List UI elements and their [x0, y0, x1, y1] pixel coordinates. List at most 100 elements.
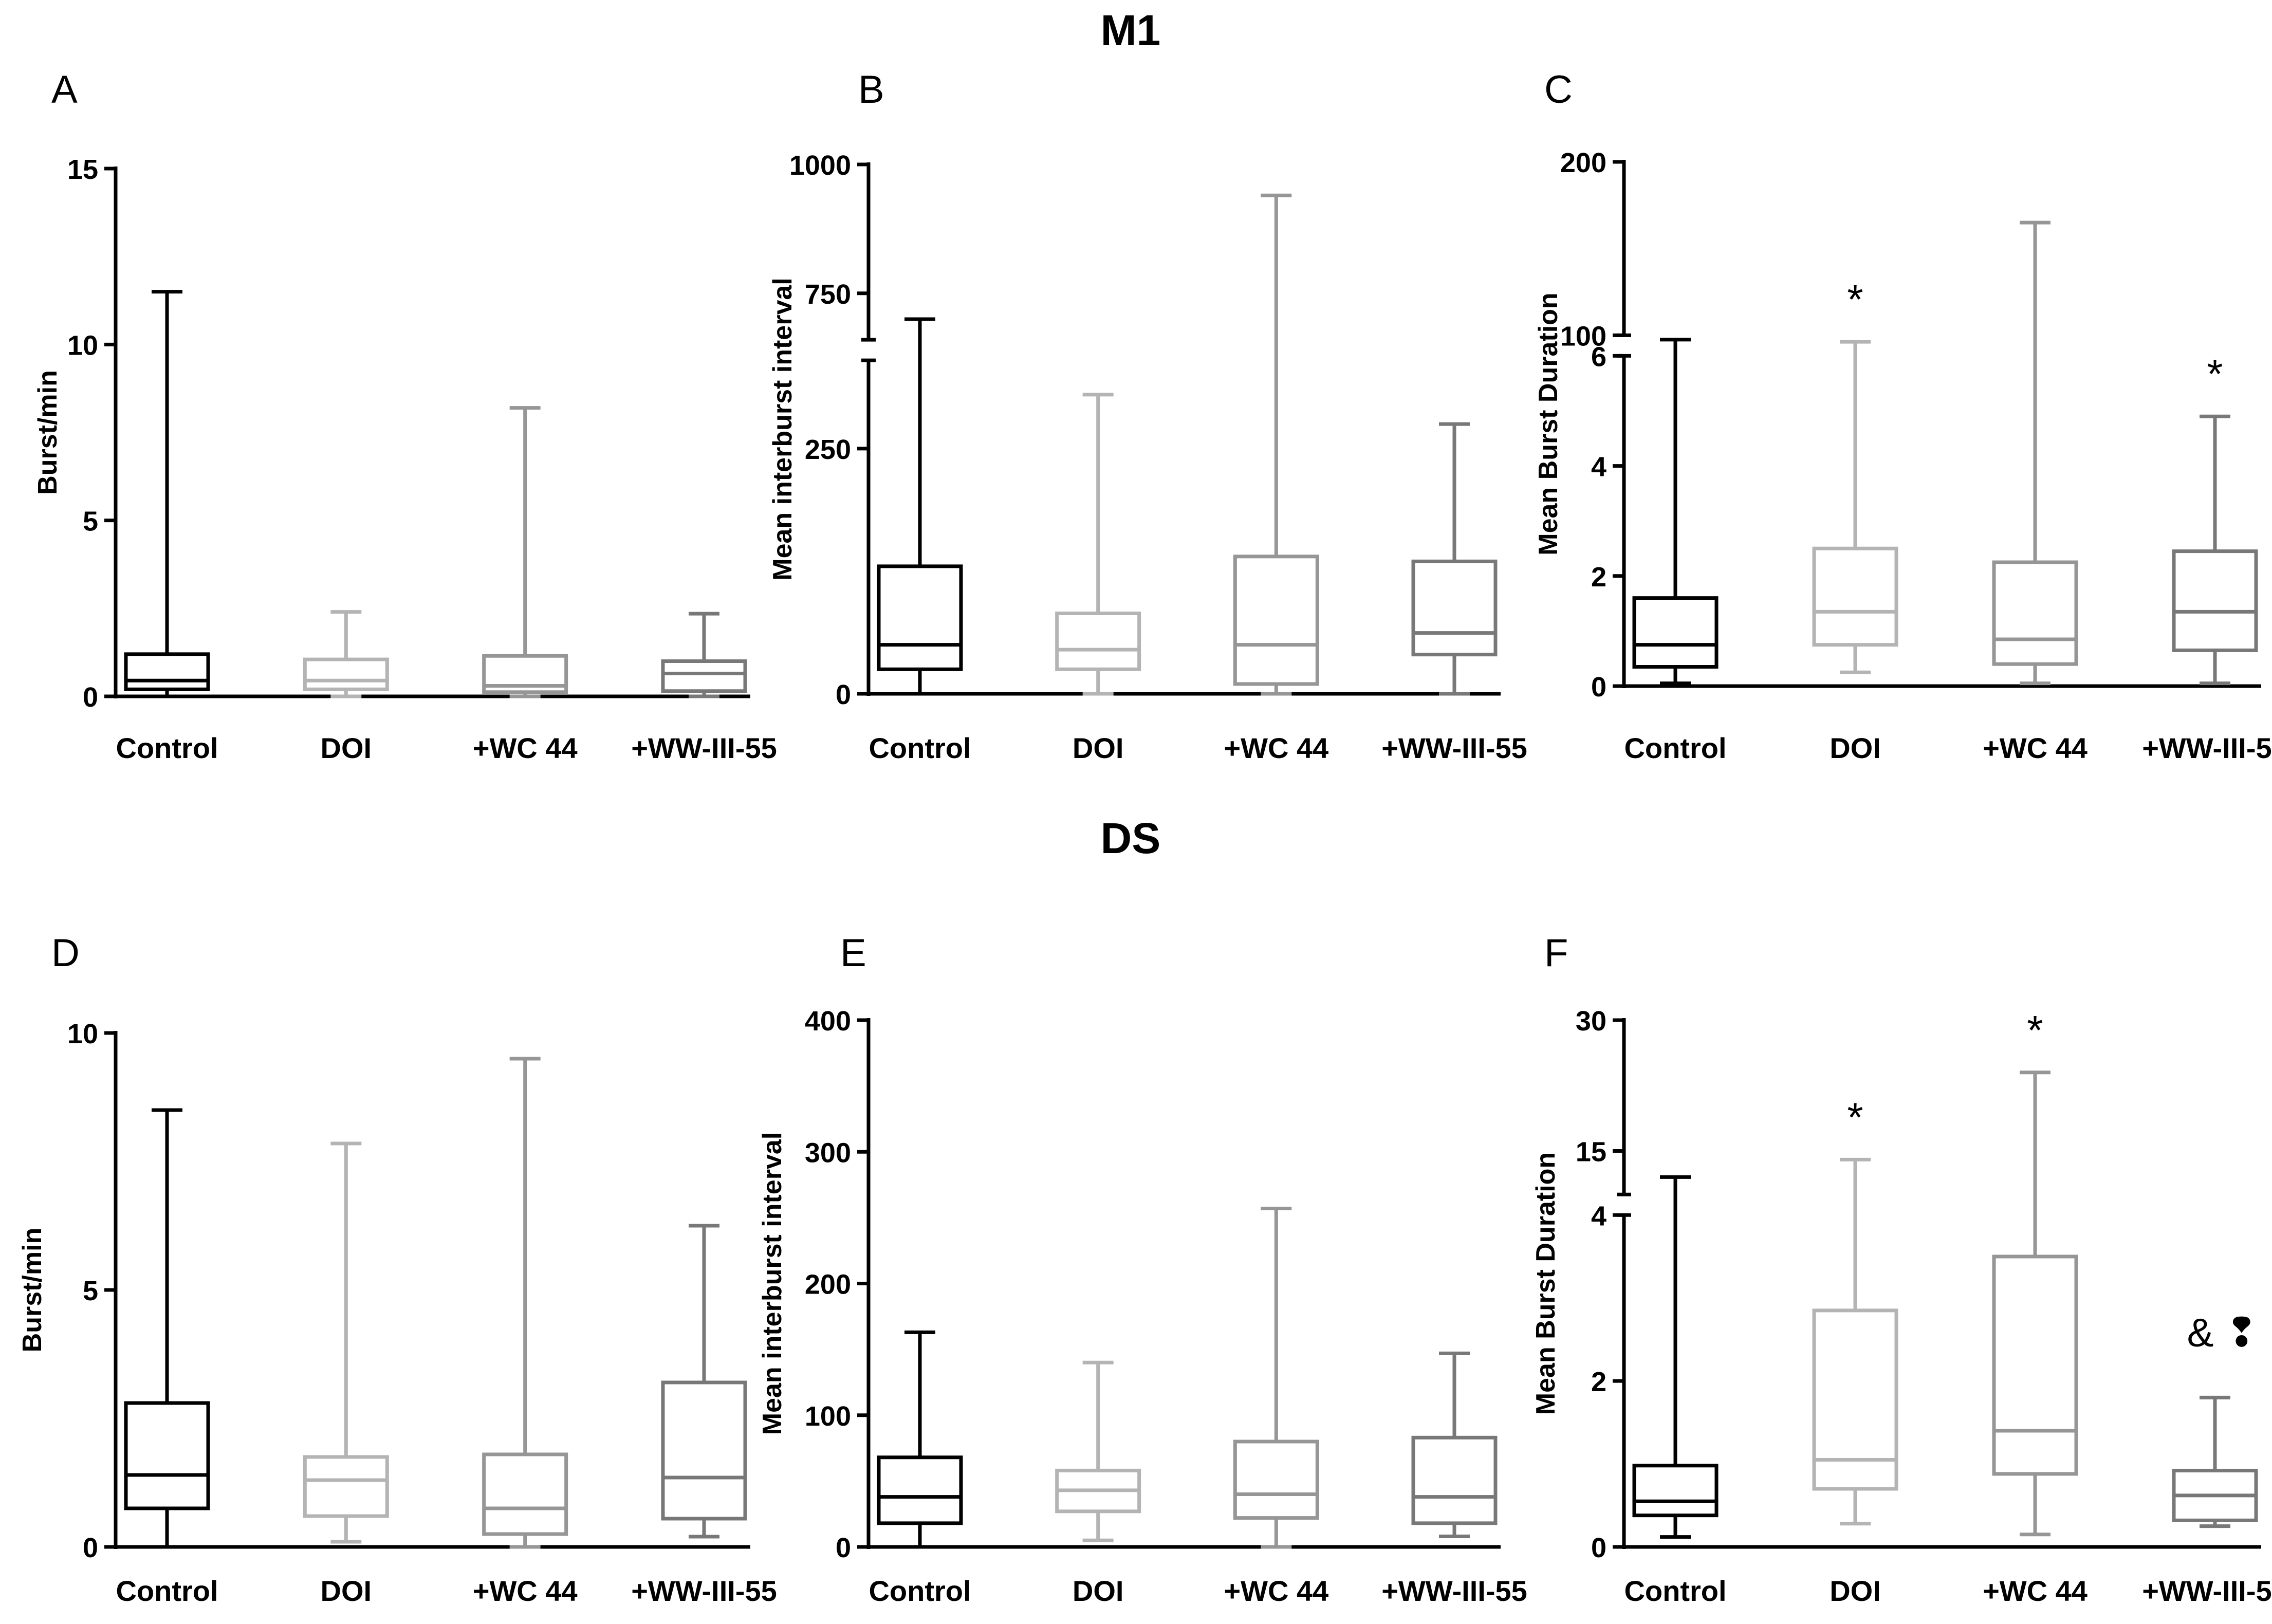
y-tick-label: 10: [67, 330, 98, 361]
y-tick-label: 2: [1591, 562, 1606, 593]
box-control: [877, 1330, 963, 1549]
y-tick-label: 200: [805, 1269, 851, 1300]
x-tick-label: Control: [116, 732, 218, 764]
panel-letter: D: [51, 931, 80, 975]
x-tick-label: +WW-III-55: [631, 1575, 777, 1607]
y-tick-label: 400: [805, 1006, 851, 1037]
x-tick-label: +WW-III-55: [1381, 1575, 1527, 1607]
x-tick-label: Control: [1624, 732, 1726, 764]
y-axis-label: Mean Burst Duration: [1531, 1152, 1561, 1415]
y-tick-label: 250: [805, 434, 851, 465]
x-tick-label: DOI: [321, 732, 372, 764]
x-tick-label: DOI: [1073, 1575, 1124, 1607]
x-tick-label: +WW-III-55: [2142, 732, 2272, 764]
panel-letter: C: [1544, 68, 1573, 112]
box-iqr: [1632, 596, 1719, 669]
box-iqr: [877, 564, 963, 671]
x-tick-label: Control: [869, 732, 971, 764]
box-iqr: [1233, 1440, 1319, 1520]
y-tick-label: 100: [805, 1401, 851, 1432]
y-tick-label: 200: [1560, 147, 1606, 178]
y-tick-label: 0: [1591, 1533, 1606, 1563]
y-tick-label: 1000: [789, 150, 851, 181]
x-tick-label: Control: [869, 1575, 971, 1607]
y-axis-label: Mean interburst interval: [768, 278, 798, 580]
panel-d: D 0 5 10 Burst/min Control DOI +WC 44 +WW-III-55: [17, 931, 777, 1607]
panel-b: B 0 250 750 1000 Mean interburst interval Cont…: [768, 68, 1527, 764]
x-tick-label: DOI: [321, 1575, 372, 1607]
x-tick-label: +WW-III-55: [1381, 732, 1527, 764]
x-tick-label: Control: [116, 1575, 218, 1607]
y-axis-label: Burst/min: [17, 1228, 47, 1353]
box-iqr: [482, 1452, 568, 1536]
y-tick-label: 5: [83, 1276, 98, 1306]
box-iqr: [1055, 612, 1141, 671]
box-iqr: [1411, 1435, 1498, 1525]
box-ww-iii-55: [2172, 414, 2258, 686]
box-doi: [1055, 1360, 1141, 1542]
x-tick-label: DOI: [1830, 1575, 1881, 1607]
y-tick-label: 300: [805, 1137, 851, 1168]
x-tick-label: +WC 44: [1224, 732, 1328, 764]
box-ww-iii-55: [1411, 422, 1498, 696]
y-tick-label: 4: [1591, 452, 1606, 483]
box-iqr: [1632, 1464, 1719, 1518]
box-doi: [1812, 340, 1898, 674]
box-iqr: [124, 1401, 210, 1510]
x-tick-label: DOI: [1830, 732, 1881, 764]
y-tick-label: 0: [83, 682, 98, 713]
box-iqr: [1992, 560, 2078, 666]
y-tick-label: 30: [1576, 1006, 1606, 1037]
box-ww-iii-55: [2172, 1395, 2258, 1528]
x-tick-label: +WC 44: [473, 732, 578, 764]
panels: A 0 5 10 15 Burst/min Control DOI +WC 44 +WW-III-…: [17, 68, 2272, 1607]
box-iqr: [661, 1380, 747, 1521]
row-title-ds: DS: [1101, 814, 1161, 862]
box-ww-iii-55: [661, 1224, 747, 1539]
panel-letter: B: [858, 68, 884, 112]
box-doi: [1055, 393, 1141, 696]
box-control: [124, 1108, 210, 1549]
panel-a: A 0 5 10 15 Burst/min Control DOI +WC 44 +WW-III-…: [33, 68, 777, 764]
panel-letter: A: [51, 68, 78, 112]
significance-annotation: *: [2207, 351, 2223, 397]
panel-e: E 0 100 200 300 400 Mean interburst interval Co…: [758, 931, 1527, 1607]
box-ww-iii-55: [661, 612, 747, 698]
box-doi: [1812, 1157, 1898, 1526]
y-tick-label: 15: [1576, 1136, 1606, 1167]
y-tick-label: 6: [1591, 341, 1606, 372]
box-wc-44: [1233, 193, 1319, 696]
box-iqr: [1411, 559, 1498, 657]
row-title-m1: M1: [1101, 6, 1161, 54]
box-iqr: [124, 652, 210, 691]
box-control: [877, 317, 963, 696]
y-tick-label: 4: [1591, 1201, 1606, 1231]
box-wc-44: [1992, 1071, 2078, 1537]
box-iqr: [1812, 546, 1898, 647]
y-tick-label: 0: [836, 679, 851, 710]
box-iqr: [877, 1455, 963, 1525]
box-wc-44: [482, 406, 568, 698]
y-tick-label: 0: [83, 1533, 98, 1563]
y-tick-label: 15: [67, 154, 98, 185]
x-tick-label: +WC 44: [1983, 732, 2088, 764]
box-iqr: [2172, 549, 2258, 652]
panel-letter: F: [1544, 931, 1568, 975]
box-iqr: [661, 659, 747, 693]
box-control: [1632, 1175, 1719, 1539]
x-tick-label: DOI: [1073, 732, 1124, 764]
box-doi: [303, 1141, 389, 1544]
x-tick-label: +WC 44: [1983, 1575, 2088, 1607]
x-tick-label: +WW-III-55: [2142, 1575, 2272, 1607]
y-tick-label: 0: [1591, 672, 1606, 703]
box-doi: [303, 610, 389, 698]
x-tick-label: +WW-III-55: [631, 732, 777, 764]
panel-letter: E: [840, 931, 866, 975]
box-iqr: [1992, 1254, 2078, 1476]
x-tick-label: Control: [1624, 1575, 1726, 1607]
box-iqr: [1233, 555, 1319, 686]
y-axis-label: Mean Burst Duration: [1534, 292, 1563, 555]
significance-annotation: *: [2027, 1007, 2043, 1053]
